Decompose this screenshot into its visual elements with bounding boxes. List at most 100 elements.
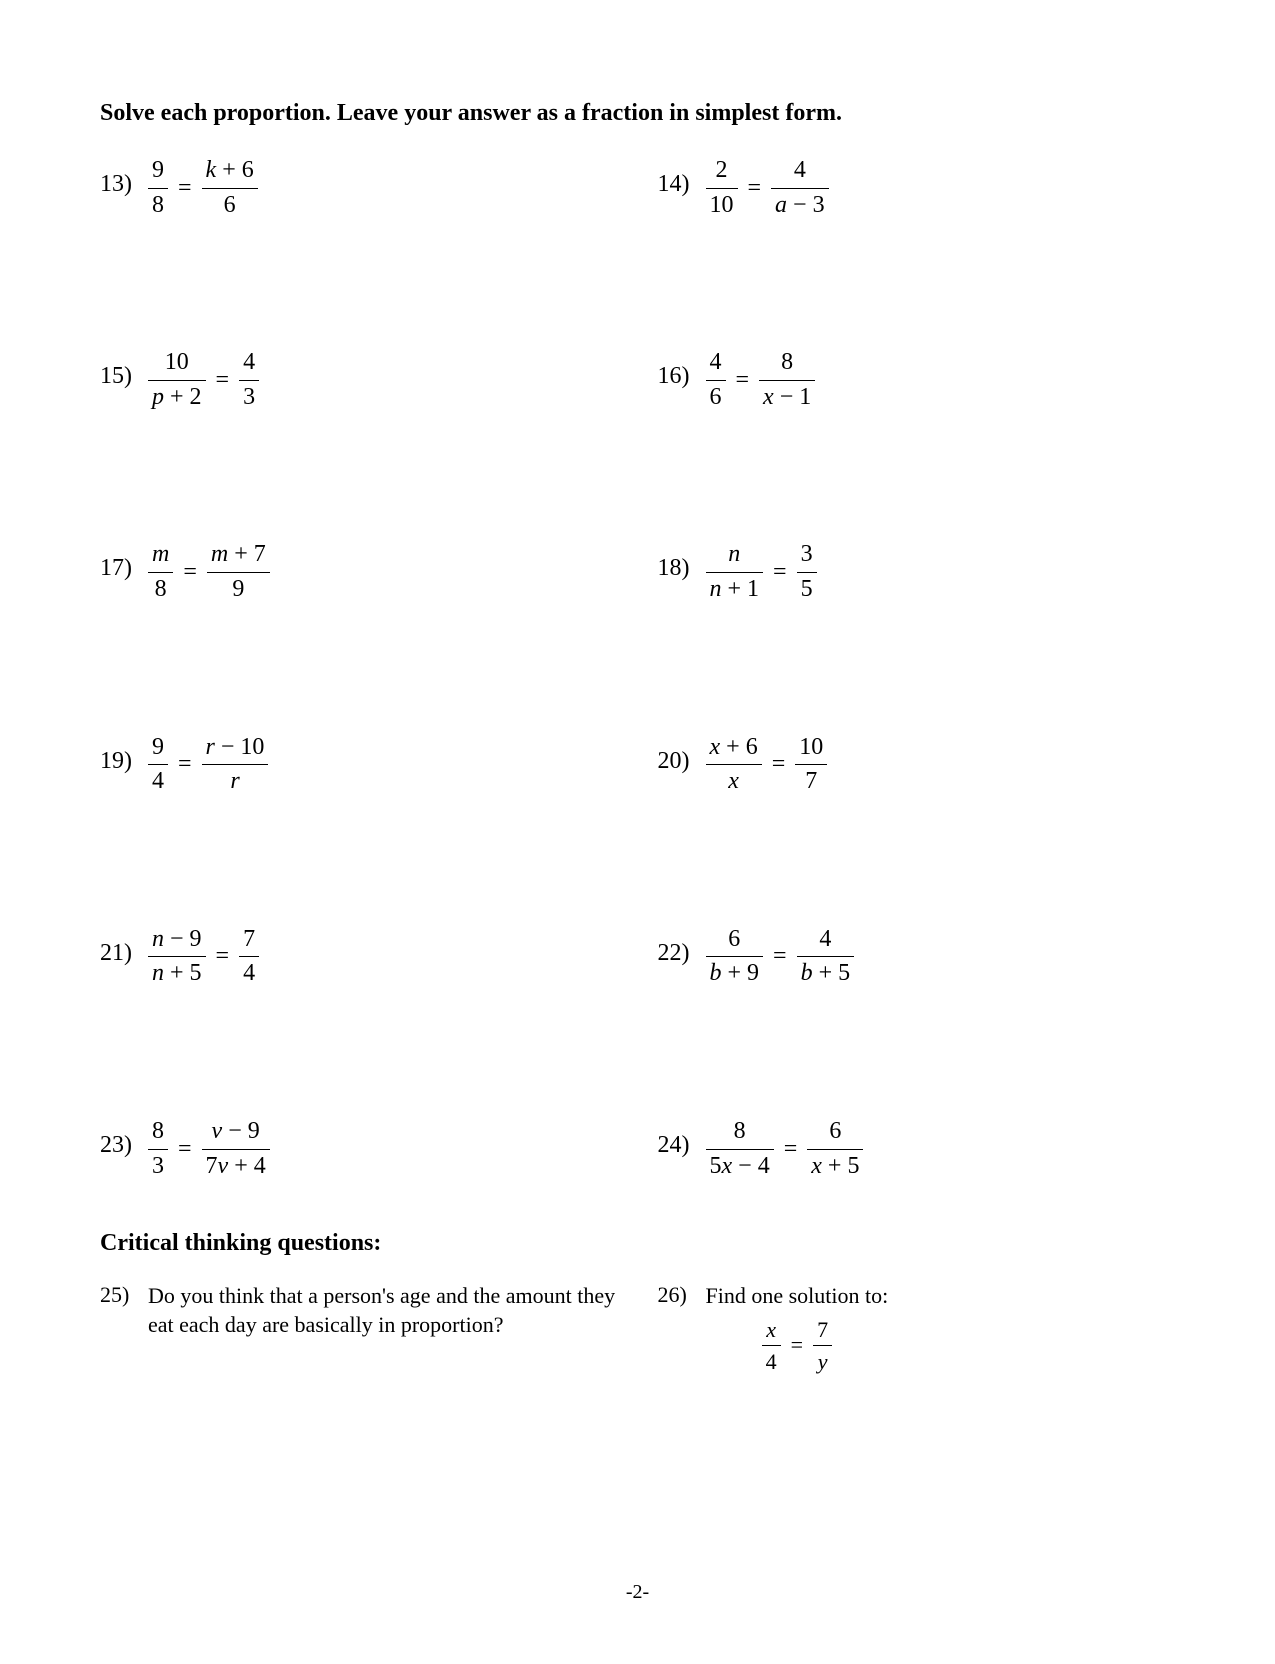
numerator: 4	[706, 349, 726, 377]
numerator: 9	[148, 157, 168, 185]
fraction-bar	[148, 1149, 168, 1150]
numerator: 3	[797, 541, 817, 569]
numerator: 10	[161, 349, 193, 377]
problem-number: 22)	[658, 926, 706, 967]
problem-13: 13)98=k + 66	[100, 157, 618, 219]
problem-text: Do you think that a person's age and the…	[148, 1282, 618, 1339]
fraction-bar	[148, 572, 173, 573]
problem-number: 25)	[100, 1282, 148, 1308]
problem-number: 15)	[100, 349, 148, 390]
problem-number: 23)	[100, 1118, 148, 1159]
problem-14: 14)2 10 = 4a − 3	[658, 157, 1176, 219]
denominator: 3	[239, 384, 259, 412]
fraction-left: 6b + 9	[706, 926, 764, 988]
numerator: 9	[148, 734, 168, 762]
equals-sign: =	[178, 1136, 192, 1163]
numerator: 2	[712, 157, 732, 185]
numerator: 7	[239, 926, 259, 954]
fraction-bar	[706, 764, 762, 765]
fraction-right: 74	[239, 926, 259, 988]
denominator: 5	[797, 576, 817, 604]
problem-23: 23)83=v − 97v + 4	[100, 1118, 618, 1180]
fraction-left: nn + 1	[706, 541, 764, 603]
numerator: 4	[239, 349, 259, 377]
fraction-bar	[706, 1149, 774, 1150]
numerator: 6	[825, 1118, 845, 1146]
fraction-right: 35	[797, 541, 817, 603]
numerator: x	[762, 1317, 780, 1342]
equation: nn + 1=35	[706, 541, 817, 603]
equals-sign: =	[178, 175, 192, 202]
fraction-left: 98	[148, 157, 168, 219]
denominator: 10	[706, 192, 738, 220]
fraction-left: 94	[148, 734, 168, 796]
equation: 6b + 9=4b + 5	[706, 926, 855, 988]
equation: 98=k + 66	[148, 157, 258, 219]
problem-26-equation: x 4 = 7 y	[706, 1317, 889, 1375]
numerator: x + 6	[706, 734, 762, 762]
worksheet-page: Solve each proportion. Leave your answer…	[0, 0, 1275, 1664]
problem-15: 15)10p + 2=43	[100, 349, 618, 411]
fraction-right: m + 79	[207, 541, 270, 603]
fraction-right: 8x − 1	[759, 349, 815, 411]
numerator: 4	[815, 926, 835, 954]
numerator: m + 7	[207, 541, 270, 569]
denominator: 4	[239, 960, 259, 988]
problem-number: 16)	[658, 349, 706, 390]
denominator: 6	[220, 192, 240, 220]
fraction-bar	[797, 956, 855, 957]
problem-22: 22)6b + 9=4b + 5	[658, 926, 1176, 988]
equation: 85x − 4=6x + 5	[706, 1118, 864, 1180]
fraction-bar	[202, 1149, 270, 1150]
equation: m8=m + 79	[148, 541, 270, 603]
equals-sign: =	[773, 559, 787, 586]
problem-number: 13)	[100, 157, 148, 198]
fraction-right: 7 y	[813, 1317, 832, 1375]
problem-26: 26) Find one solution to: x 4 = 7	[658, 1282, 1176, 1374]
page-number: -2-	[0, 1581, 1275, 1604]
equation: x + 6x=107	[706, 734, 828, 796]
numerator: n − 9	[148, 926, 206, 954]
equals-sign: =	[748, 175, 762, 202]
denominator: 7v + 4	[202, 1153, 270, 1181]
equals-sign: =	[183, 559, 197, 586]
fraction-bar	[706, 572, 764, 573]
problem-19: 19)94=r − 10r	[100, 734, 618, 796]
problem-number: 20)	[658, 734, 706, 775]
instruction-heading: Solve each proportion. Leave your answer…	[100, 100, 1175, 127]
denominator: 8	[148, 192, 168, 220]
denominator: 6	[706, 384, 726, 412]
equals-sign: =	[178, 751, 192, 778]
numerator: 10	[795, 734, 827, 762]
fraction-bar	[795, 764, 827, 765]
problem-text: Find one solution to:	[706, 1282, 889, 1311]
equals-sign: =	[736, 367, 750, 394]
problem-16: 16)46=8x − 1	[658, 349, 1176, 411]
fraction-left: 46	[706, 349, 726, 411]
denominator: x	[724, 768, 743, 796]
problem-20: 20)x + 6x=107	[658, 734, 1176, 796]
fraction-left: 85x − 4	[706, 1118, 774, 1180]
problem-number: 14)	[658, 157, 706, 198]
fraction-bar	[148, 764, 168, 765]
fraction-bar	[148, 188, 168, 189]
problem-number: 21)	[100, 926, 148, 967]
problem-17: 17)m8=m + 79	[100, 541, 618, 603]
fraction-left: 10 p + 2	[148, 349, 206, 411]
fraction-right: 4a − 3	[771, 157, 829, 219]
denominator: b + 9	[706, 960, 764, 988]
numerator: n	[724, 541, 744, 569]
fraction-bar	[771, 188, 829, 189]
equals-sign: =	[791, 1331, 803, 1360]
problem-21: 21)n − 9n + 5=74	[100, 926, 618, 988]
denominator: 4	[762, 1349, 781, 1374]
denominator: 4	[148, 768, 168, 796]
denominator: r	[226, 768, 243, 796]
denominator: p + 2	[148, 384, 206, 412]
equation: 10p + 2=43	[148, 349, 259, 411]
numerator: m	[148, 541, 173, 569]
equals-sign: =	[784, 1136, 798, 1163]
problem-24: 24)85x − 4=6x + 5	[658, 1118, 1176, 1180]
problem-18: 18)nn + 1=35	[658, 541, 1176, 603]
equation: n − 9n + 5=74	[148, 926, 259, 988]
